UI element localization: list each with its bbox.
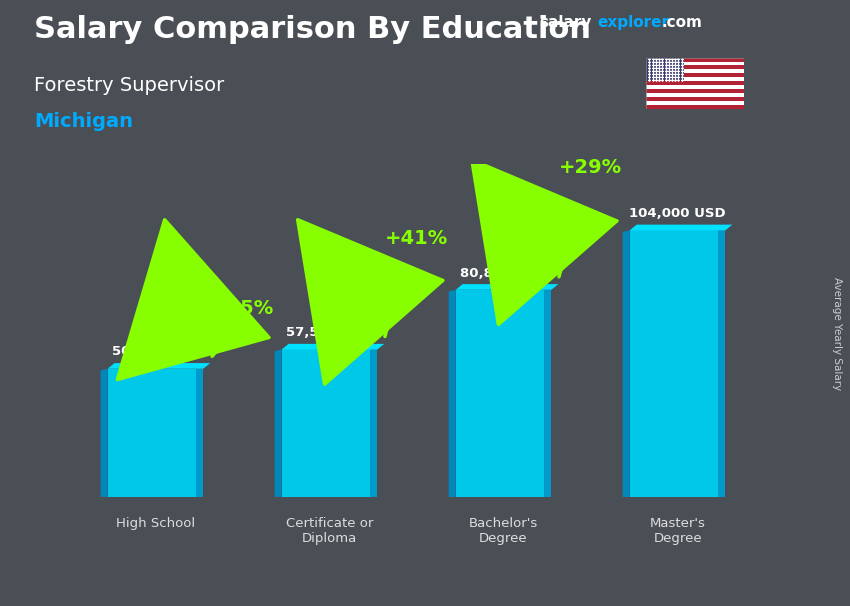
- Bar: [456, 290, 552, 497]
- Text: +15%: +15%: [211, 299, 274, 318]
- Bar: [646, 89, 744, 93]
- Bar: [630, 230, 725, 497]
- Bar: [646, 65, 744, 70]
- Polygon shape: [281, 344, 384, 350]
- Text: Michigan: Michigan: [34, 112, 133, 131]
- Text: Certificate or
Diploma: Certificate or Diploma: [286, 518, 373, 545]
- Bar: [646, 78, 744, 81]
- Polygon shape: [456, 284, 558, 290]
- Text: 80,800 USD: 80,800 USD: [460, 267, 547, 279]
- Bar: [646, 93, 744, 97]
- FancyArrowPatch shape: [117, 220, 269, 379]
- FancyArrowPatch shape: [298, 220, 443, 384]
- Text: 57,500 USD: 57,500 USD: [286, 326, 373, 339]
- Polygon shape: [449, 290, 456, 497]
- Text: explorer: explorer: [598, 15, 670, 30]
- Bar: [646, 101, 744, 105]
- Bar: [646, 105, 744, 109]
- Polygon shape: [630, 225, 733, 230]
- Bar: [108, 368, 203, 497]
- Text: salary: salary: [540, 15, 592, 30]
- Bar: [370, 350, 377, 497]
- Polygon shape: [275, 350, 281, 497]
- Bar: [646, 97, 744, 101]
- Bar: [196, 368, 203, 497]
- Polygon shape: [623, 230, 630, 497]
- Bar: [717, 230, 725, 497]
- Text: .com: .com: [661, 15, 702, 30]
- Bar: [646, 81, 744, 85]
- Text: +41%: +41%: [385, 228, 448, 248]
- Bar: [281, 350, 377, 497]
- Text: Bachelor's
Degree: Bachelor's Degree: [469, 518, 538, 545]
- Text: High School: High School: [116, 518, 195, 530]
- Text: Average Yearly Salary: Average Yearly Salary: [832, 277, 842, 390]
- Polygon shape: [108, 363, 210, 368]
- Text: Master's
Degree: Master's Degree: [649, 518, 705, 545]
- Text: 104,000 USD: 104,000 USD: [629, 207, 726, 220]
- Bar: [646, 58, 683, 81]
- Bar: [646, 73, 744, 78]
- Bar: [646, 58, 744, 62]
- Text: 50,000 USD: 50,000 USD: [111, 345, 199, 359]
- Text: Salary Comparison By Education: Salary Comparison By Education: [34, 15, 591, 44]
- Bar: [646, 70, 744, 73]
- Text: Forestry Supervisor: Forestry Supervisor: [34, 76, 224, 95]
- Bar: [646, 85, 744, 89]
- Bar: [646, 62, 744, 65]
- Polygon shape: [100, 368, 108, 497]
- Bar: [544, 290, 552, 497]
- FancyArrowPatch shape: [472, 160, 617, 324]
- Text: +29%: +29%: [559, 158, 622, 177]
